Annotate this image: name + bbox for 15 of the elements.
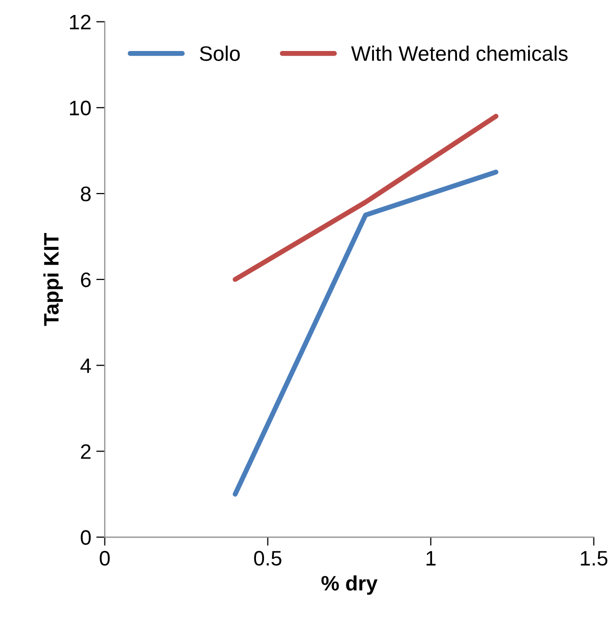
y-tick-label: 2: [81, 444, 91, 459]
x-tick-label: 1.5: [580, 551, 608, 566]
y-tick-label: 0: [80, 530, 91, 545]
legend-label: Solo: [200, 46, 240, 61]
x-tick-label: 0.5: [254, 550, 282, 566]
legend-label: With Wetend chemicals: [351, 46, 568, 61]
y-tick-label: 12: [70, 14, 91, 30]
y-tick-label: 10: [70, 100, 91, 116]
x-tick-label: 1: [426, 551, 436, 566]
y-tick-label: 4: [80, 358, 91, 373]
x-axis-title: % dry: [321, 575, 378, 595]
y-tick-label: 6: [81, 272, 91, 288]
x-tick-label: 0: [100, 550, 110, 566]
y-axis-title: Tappi KIT: [43, 232, 63, 326]
y-tick-label: 8: [80, 186, 91, 202]
